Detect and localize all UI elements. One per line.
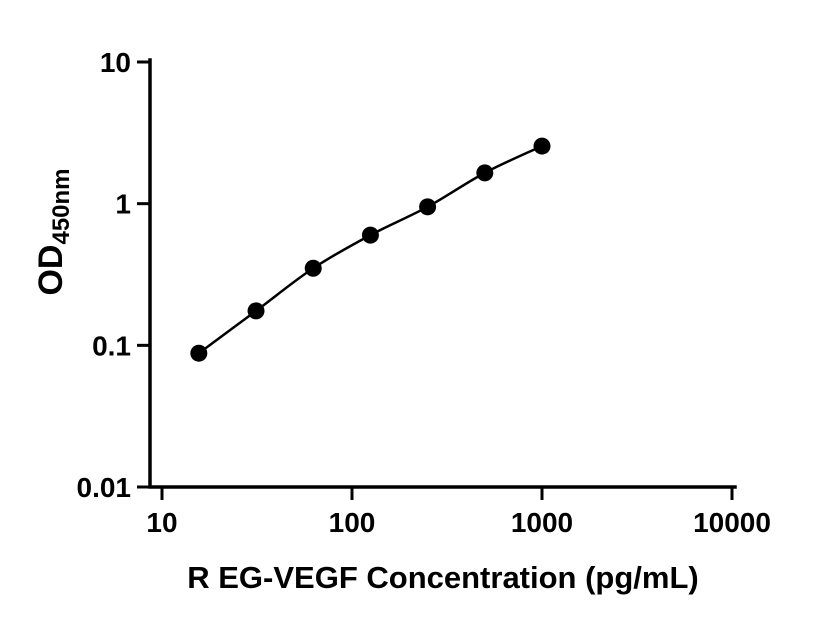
x-tick-label: 100 <box>329 507 376 538</box>
data-point-marker <box>361 226 379 244</box>
x-axis-title: R EG-VEGF Concentration (pg/mL) <box>187 560 699 595</box>
axis-spines <box>148 58 737 489</box>
y-tick-label: 0.01 <box>77 472 132 503</box>
data-point-marker <box>247 302 265 320</box>
x-tick-label: 10 <box>146 507 177 538</box>
y-tick-label: 0.1 <box>92 330 131 361</box>
x-tick-label: 10000 <box>693 507 771 538</box>
data-point-marker <box>533 137 551 155</box>
data-point-marker <box>476 164 494 182</box>
y-tick-label: 1 <box>115 189 131 220</box>
y-axis-title-main: OD <box>32 244 70 296</box>
data-point-marker <box>190 344 208 362</box>
data-point-marker <box>419 198 437 216</box>
data-point-marker <box>304 259 322 277</box>
x-tick-label: 1000 <box>511 507 573 538</box>
y-axis-title: OD450nm <box>32 168 76 295</box>
y-tick-label: 10 <box>100 47 131 78</box>
y-axis-title-subscript: 450nm <box>48 168 75 245</box>
